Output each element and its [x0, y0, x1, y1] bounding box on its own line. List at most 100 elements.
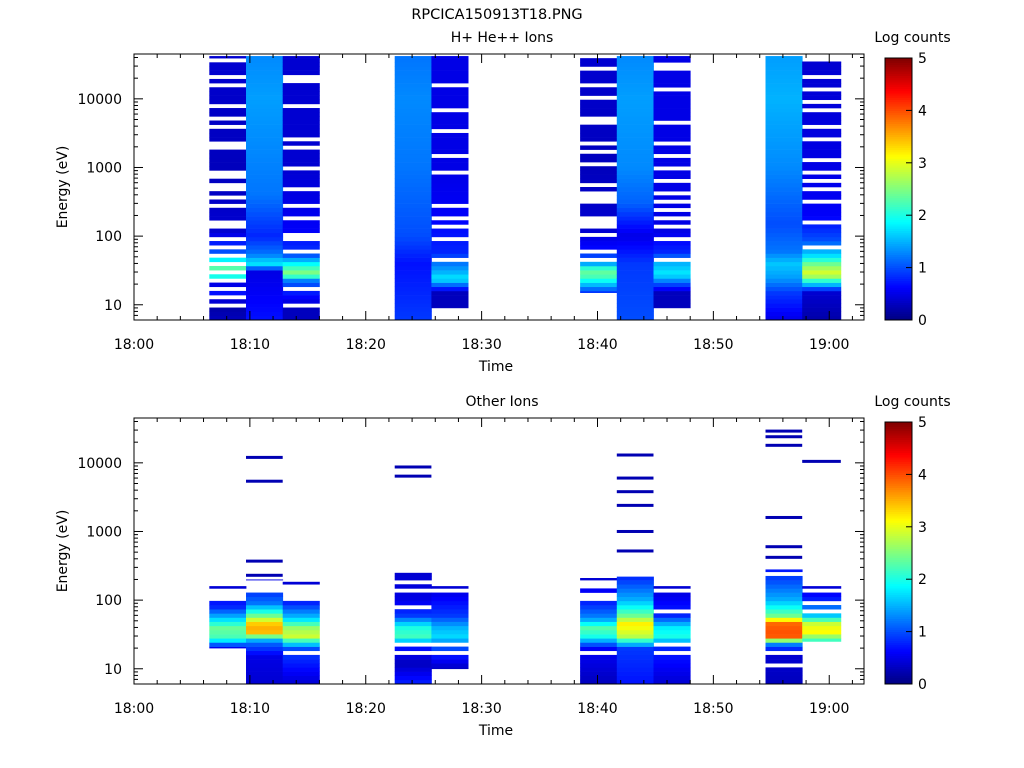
energy-bin: [394, 211, 432, 217]
energy-bin: [802, 112, 842, 117]
colorbar-segment: [885, 140, 912, 144]
energy-bin: [802, 303, 842, 308]
colorbar-segment: [885, 245, 912, 249]
colorbar-tick-label: 3: [918, 156, 927, 172]
energy-bin: [653, 83, 691, 88]
colorbar-segment: [885, 542, 912, 545]
energy-bin: [209, 586, 247, 589]
energy-bin: [431, 278, 469, 283]
energy-bin: [765, 166, 803, 171]
colorbar-segment: [885, 520, 912, 523]
colorbar-segment: [885, 485, 912, 488]
energy-bin: [394, 253, 432, 258]
isolated-count-line: [765, 555, 803, 559]
colorbar-segment: [885, 204, 912, 207]
energy-bin: [765, 311, 803, 317]
energy-bin: [394, 278, 432, 283]
energy-bin: [394, 299, 432, 304]
energy-bin: [616, 671, 654, 676]
energy-bin: [246, 642, 284, 647]
energy-bin: [653, 286, 691, 292]
energy-bin: [209, 99, 247, 105]
energy-bin: [580, 78, 618, 84]
energy-bin: [209, 137, 247, 142]
energy-bin: [802, 295, 842, 300]
energy-bin: [616, 588, 654, 593]
energy-bin: [580, 638, 618, 643]
energy-bin: [282, 679, 320, 685]
energy-bin: [209, 307, 247, 312]
colorbar-segment: [885, 71, 912, 74]
energy-bin: [653, 124, 691, 130]
energy-bin: [653, 116, 691, 121]
energy-bin: [246, 91, 284, 96]
energy-bin: [580, 278, 618, 283]
energy-bin: [616, 141, 654, 146]
energy-bin: [616, 149, 654, 155]
energy-bin: [616, 617, 654, 622]
colorbar-segment: [885, 252, 912, 255]
energy-bin: [580, 600, 618, 606]
energy-bin: [394, 58, 432, 63]
energy-bin: [246, 290, 284, 296]
energy-bin: [802, 211, 842, 217]
colorbar-segment: [885, 651, 912, 654]
colorbar-segment: [885, 276, 912, 280]
colorbar-segment: [885, 550, 912, 554]
energy-bin: [282, 62, 320, 67]
energy-bin: [394, 195, 432, 200]
energy-bin: [802, 224, 842, 229]
energy-bin: [282, 282, 320, 288]
colorbar-segment: [885, 574, 912, 578]
colorbar-segment: [885, 64, 912, 68]
energy-bin: [246, 74, 284, 80]
energy-bin: [246, 634, 284, 639]
energy-bin: [246, 236, 284, 242]
energy-bin: [209, 257, 247, 263]
energy-bin: [580, 270, 618, 275]
energy-bin: [431, 241, 469, 246]
colorbar-segment: [885, 101, 912, 105]
y-tick-label: 1000: [86, 160, 122, 176]
energy-bin: [802, 191, 842, 196]
energy-bin: [282, 128, 320, 134]
energy-bin: [580, 613, 618, 618]
energy-bin: [616, 178, 654, 184]
colorbar-segment: [885, 136, 912, 140]
energy-bin: [653, 157, 691, 163]
energy-bin: [209, 600, 247, 606]
colorbar-segment: [885, 309, 912, 312]
energy-bin: [431, 166, 469, 171]
energy-bin: [394, 303, 432, 308]
energy-bin: [616, 629, 654, 635]
energy-bin: [802, 311, 842, 317]
energy-bin: [653, 625, 691, 631]
colorbar-segment: [885, 243, 912, 247]
colorbar-segment: [885, 60, 912, 63]
colorbar-segment: [885, 625, 912, 628]
colorbar-segment: [885, 282, 912, 286]
energy-bin: [246, 605, 284, 610]
energy-bin: [765, 141, 803, 146]
energy-bin: [394, 261, 432, 267]
energy-bin: [765, 207, 803, 213]
colorbar-tick-label: 1: [918, 625, 927, 641]
energy-bin: [653, 261, 691, 267]
colorbar-segment: [885, 195, 912, 199]
energy-bin: [653, 278, 691, 283]
energy-bin: [765, 191, 803, 196]
colorbar-tick-label: 4: [918, 467, 927, 483]
colorbar-segment: [885, 504, 912, 508]
energy-bin: [616, 137, 654, 142]
colorbar-segment: [885, 568, 912, 571]
x-tick-label: 18:40: [577, 701, 617, 717]
energy-bin: [209, 153, 247, 159]
energy-bin: [431, 62, 469, 67]
energy-bin: [580, 74, 618, 80]
colorbar-segment: [885, 263, 912, 266]
energy-bin: [765, 95, 803, 101]
energy-bin: [282, 141, 320, 146]
colorbar-segment: [885, 644, 912, 648]
colorbar-segment: [885, 463, 912, 467]
energy-bin: [394, 56, 432, 59]
